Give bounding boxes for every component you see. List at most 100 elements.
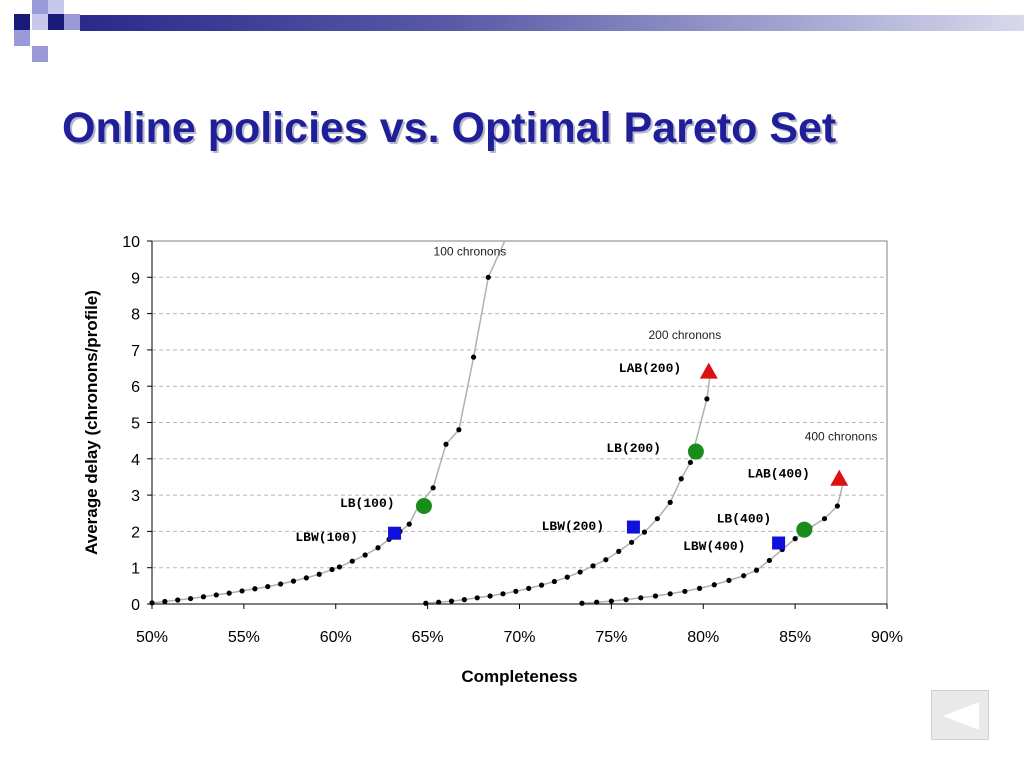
data-point bbox=[239, 588, 245, 594]
data-point bbox=[603, 557, 609, 563]
corner-square bbox=[48, 14, 64, 30]
y-tick-label: 1 bbox=[131, 561, 140, 578]
x-tick-label: 60% bbox=[320, 629, 352, 646]
back-button[interactable] bbox=[931, 690, 989, 740]
lab-marker bbox=[830, 469, 849, 486]
data-point bbox=[187, 595, 194, 602]
corner-square bbox=[14, 14, 30, 30]
corner-square bbox=[14, 30, 30, 46]
data-point bbox=[594, 599, 600, 605]
slide-title: Online policies vs. Optimal Pareto Set bbox=[62, 104, 837, 152]
data-point bbox=[252, 586, 258, 592]
policy-label: LBW(400) bbox=[683, 539, 745, 554]
y-tick-label: 3 bbox=[131, 488, 140, 505]
data-point bbox=[678, 476, 684, 482]
lbw-marker bbox=[388, 526, 402, 540]
data-point bbox=[696, 585, 703, 591]
data-point bbox=[362, 552, 368, 558]
data-point bbox=[792, 536, 798, 542]
axes bbox=[147, 240, 888, 609]
x-tick-label: 55% bbox=[228, 629, 260, 646]
data-point bbox=[487, 593, 493, 599]
series-label: 100 chronons bbox=[434, 245, 507, 259]
data-point bbox=[667, 499, 673, 505]
x-tick-label: 75% bbox=[595, 629, 627, 646]
data-point bbox=[667, 591, 673, 597]
y-tick-label: 8 bbox=[131, 307, 140, 324]
data-point bbox=[641, 529, 648, 535]
data-point bbox=[375, 545, 381, 551]
data-point bbox=[513, 588, 519, 594]
policy-markers bbox=[388, 362, 849, 550]
data-point bbox=[474, 595, 480, 601]
corner-square bbox=[32, 30, 48, 46]
data-point bbox=[500, 591, 506, 597]
data-point bbox=[551, 578, 558, 585]
policy-label: LAB(200) bbox=[619, 361, 681, 376]
lb-marker bbox=[415, 497, 432, 514]
data-point bbox=[213, 592, 219, 598]
data-point bbox=[741, 573, 747, 579]
data-point bbox=[175, 597, 181, 603]
data-point bbox=[290, 578, 297, 584]
series-label: 200 chronons bbox=[649, 328, 722, 342]
data-point bbox=[226, 590, 232, 596]
x-tick-label: 65% bbox=[412, 629, 444, 646]
y-tick-label: 2 bbox=[131, 524, 140, 541]
policy-label: LB(200) bbox=[606, 441, 661, 456]
data-point bbox=[608, 598, 614, 604]
data-point bbox=[200, 594, 207, 600]
x-tick-label: 90% bbox=[871, 629, 903, 646]
corner-decoration bbox=[0, 0, 80, 62]
lbw-marker bbox=[772, 536, 786, 550]
data-point bbox=[711, 582, 717, 588]
data-point bbox=[265, 583, 271, 590]
y-axis-title: Average delay (chronons/profile) bbox=[82, 290, 101, 555]
data-point bbox=[436, 599, 442, 605]
data-point bbox=[423, 600, 429, 606]
y-tick-label: 5 bbox=[131, 416, 140, 433]
y-tick-label: 7 bbox=[131, 343, 140, 360]
lbw-marker bbox=[626, 520, 640, 534]
policy-label: LAB(400) bbox=[747, 466, 809, 481]
corner-square bbox=[32, 0, 48, 14]
data-point bbox=[456, 427, 462, 433]
y-tick-label: 10 bbox=[122, 234, 140, 251]
data-point bbox=[485, 274, 491, 280]
policy-label: LBW(100) bbox=[295, 530, 357, 545]
data-point bbox=[430, 485, 436, 491]
data-point bbox=[623, 597, 629, 603]
chart-labels: 0 1 2 3 4 5 6 7 8 9 10 50% 55% 60% 65% 70% 75% 80% 85% 90% C… bbox=[82, 234, 903, 686]
data-point bbox=[726, 577, 732, 584]
grid-lines bbox=[151, 240, 888, 605]
data-point bbox=[336, 564, 343, 570]
data-point bbox=[766, 557, 773, 564]
x-tick-label: 50% bbox=[136, 629, 168, 646]
data-point bbox=[628, 539, 635, 545]
lb-marker bbox=[796, 521, 813, 538]
policy-label: LB(400) bbox=[717, 512, 772, 527]
policy-label: LBW(200) bbox=[542, 519, 604, 534]
y-tick-label: 6 bbox=[131, 379, 140, 396]
corner-square bbox=[48, 0, 64, 14]
data-point bbox=[470, 354, 477, 360]
corner-square bbox=[64, 14, 80, 30]
data-point bbox=[834, 503, 840, 509]
x-tick-label: 85% bbox=[779, 629, 811, 646]
data-point bbox=[564, 574, 570, 580]
data-point bbox=[278, 581, 284, 587]
data-point bbox=[704, 396, 710, 402]
data-point bbox=[406, 521, 412, 527]
series-label: 400 chronons bbox=[805, 430, 878, 444]
data-point bbox=[753, 567, 760, 573]
y-tick-label: 9 bbox=[131, 270, 140, 287]
data-point bbox=[526, 585, 532, 591]
lab-marker bbox=[699, 362, 718, 379]
data-point bbox=[638, 595, 644, 601]
y-tick-label: 4 bbox=[131, 452, 140, 469]
data-point bbox=[303, 575, 309, 581]
data-point bbox=[654, 516, 660, 522]
data-point bbox=[687, 459, 693, 466]
corner-square bbox=[32, 14, 48, 30]
